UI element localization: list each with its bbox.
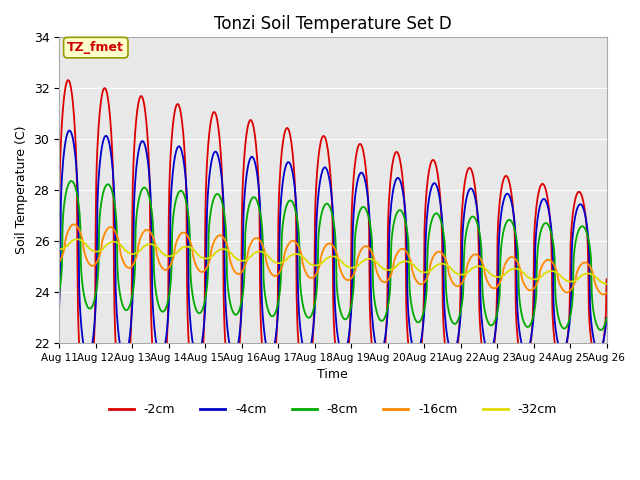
Title: Tonzi Soil Temperature Set D: Tonzi Soil Temperature Set D [214, 15, 452, 33]
Y-axis label: Soil Temperature (C): Soil Temperature (C) [15, 126, 28, 254]
Legend: -2cm, -4cm, -8cm, -16cm, -32cm: -2cm, -4cm, -8cm, -16cm, -32cm [104, 398, 562, 421]
X-axis label: Time: Time [317, 368, 348, 381]
Text: TZ_fmet: TZ_fmet [67, 41, 124, 54]
